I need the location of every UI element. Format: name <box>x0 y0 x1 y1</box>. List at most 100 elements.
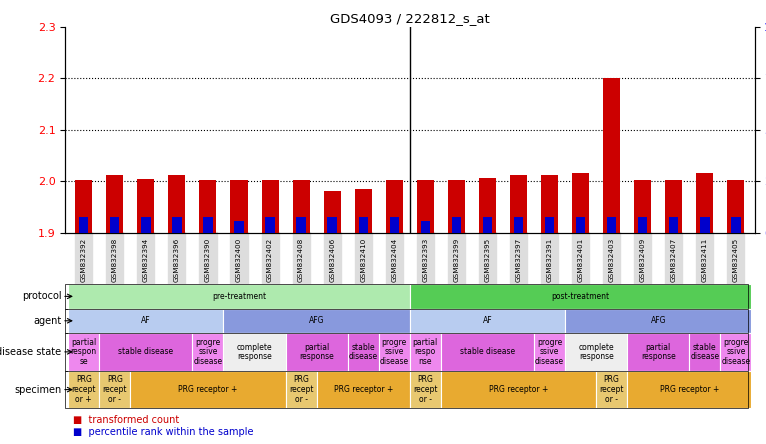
Bar <box>669 217 679 233</box>
Bar <box>689 333 720 371</box>
Bar <box>169 175 185 233</box>
Text: AFG: AFG <box>650 316 666 325</box>
Text: partial
respo
nse: partial respo nse <box>413 338 438 366</box>
Bar <box>234 221 244 233</box>
Bar <box>378 333 410 371</box>
Bar <box>732 217 741 233</box>
Text: progre
ssive
disease: progre ssive disease <box>380 338 409 366</box>
Text: complete
response: complete response <box>578 342 614 361</box>
Bar <box>224 309 410 333</box>
Text: protocol: protocol <box>21 291 61 301</box>
Bar <box>441 333 534 371</box>
Text: ■  percentile rank within the sample: ■ percentile rank within the sample <box>73 427 254 437</box>
Bar <box>596 371 627 408</box>
Text: pre-treatment: pre-treatment <box>212 292 266 301</box>
Text: PRG receptor +: PRG receptor + <box>178 385 237 394</box>
Text: stable disease: stable disease <box>460 347 515 357</box>
Bar <box>68 333 100 371</box>
Bar <box>565 333 627 371</box>
Text: PRG
recept
or +: PRG recept or + <box>71 376 96 404</box>
Bar <box>728 180 745 233</box>
Bar <box>410 309 565 333</box>
Bar <box>316 371 410 408</box>
Text: disease state: disease state <box>0 347 61 357</box>
Bar <box>421 221 430 233</box>
Bar <box>627 371 751 408</box>
Bar <box>541 175 558 233</box>
Bar <box>572 173 589 233</box>
Text: post-treatment: post-treatment <box>552 292 610 301</box>
Bar <box>199 180 217 233</box>
Text: PRG
recept
or -: PRG recept or - <box>413 376 437 404</box>
Bar <box>265 217 275 233</box>
Text: stable
disease: stable disease <box>349 342 378 361</box>
Bar <box>448 180 465 233</box>
Text: stable disease: stable disease <box>118 347 173 357</box>
Text: stable
disease: stable disease <box>690 342 719 361</box>
Bar <box>293 180 309 233</box>
Bar <box>720 333 751 371</box>
Bar <box>452 217 461 233</box>
Bar <box>172 217 182 233</box>
Text: progre
ssive
disease: progre ssive disease <box>722 338 751 366</box>
Bar <box>355 189 372 233</box>
Bar <box>68 309 224 333</box>
Bar <box>700 217 709 233</box>
Title: GDS4093 / 222812_s_at: GDS4093 / 222812_s_at <box>330 12 489 25</box>
Bar <box>286 333 348 371</box>
Bar <box>607 217 617 233</box>
Bar <box>576 217 585 233</box>
Bar <box>603 78 620 233</box>
Bar <box>665 180 683 233</box>
Text: PRG
recept
or -: PRG recept or - <box>103 376 127 404</box>
Bar <box>328 217 337 233</box>
Text: AF: AF <box>141 316 151 325</box>
Bar <box>203 217 213 233</box>
Bar <box>627 333 689 371</box>
Bar <box>68 371 100 408</box>
Text: ■  transformed count: ■ transformed count <box>73 415 179 424</box>
Bar <box>634 180 651 233</box>
Text: PRG receptor +: PRG receptor + <box>333 385 393 394</box>
Bar <box>192 333 224 371</box>
Bar <box>534 333 565 371</box>
Bar <box>137 179 155 233</box>
Bar <box>100 371 130 408</box>
Bar <box>348 333 378 371</box>
Bar <box>390 217 399 233</box>
Text: AF: AF <box>483 316 493 325</box>
Bar <box>224 333 286 371</box>
Bar <box>386 180 403 233</box>
Bar <box>410 284 751 309</box>
Bar <box>441 371 596 408</box>
Bar <box>479 178 496 233</box>
Text: progre
ssive
disease: progre ssive disease <box>193 338 222 366</box>
Text: PRG receptor +: PRG receptor + <box>660 385 719 394</box>
Text: PRG
recept
or -: PRG recept or - <box>289 376 313 404</box>
Text: AFG: AFG <box>309 316 324 325</box>
Text: PRG receptor +: PRG receptor + <box>489 385 548 394</box>
Bar <box>79 217 88 233</box>
Bar <box>417 180 434 233</box>
Bar <box>410 371 441 408</box>
Bar <box>296 217 306 233</box>
Bar <box>545 217 555 233</box>
Bar <box>510 175 527 233</box>
Bar <box>638 217 647 233</box>
Text: partial
response: partial response <box>300 342 334 361</box>
Bar <box>565 309 751 333</box>
Bar <box>514 217 523 233</box>
Bar <box>286 371 316 408</box>
Bar <box>100 333 192 371</box>
Bar <box>231 180 247 233</box>
Bar <box>358 217 368 233</box>
Bar <box>323 191 341 233</box>
Text: progre
ssive
disease: progre ssive disease <box>535 338 564 366</box>
Text: agent: agent <box>33 316 61 326</box>
Text: PRG
recept
or -: PRG recept or - <box>600 376 624 404</box>
Bar <box>696 173 713 233</box>
Text: specimen: specimen <box>14 385 61 395</box>
Text: complete
response: complete response <box>237 342 273 361</box>
Bar <box>410 333 441 371</box>
Bar <box>106 175 123 233</box>
